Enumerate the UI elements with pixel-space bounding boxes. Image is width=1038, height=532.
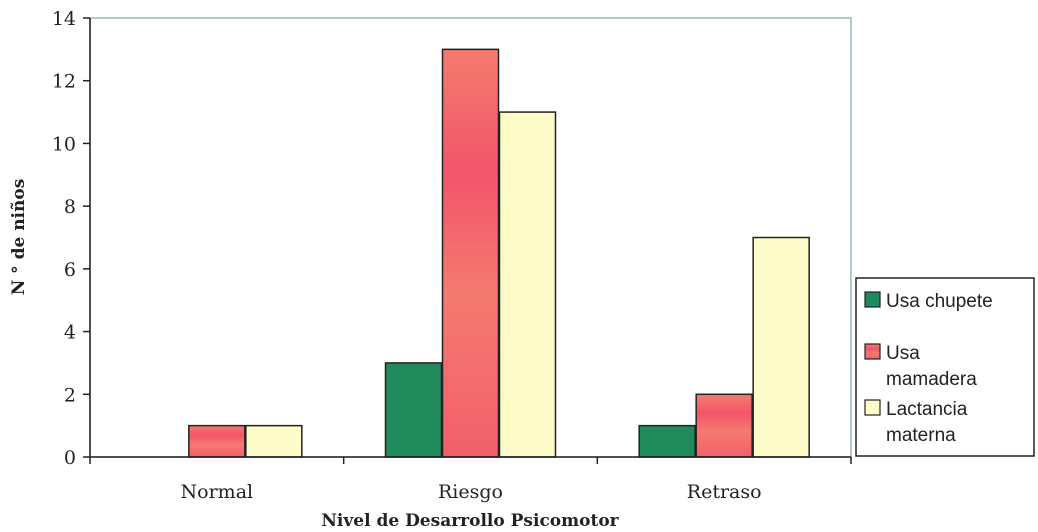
y-tick-label: 6	[64, 259, 76, 281]
y-tick-label: 14	[52, 8, 76, 30]
y-tick-label: 0	[64, 447, 76, 469]
y-tick-label: 10	[52, 133, 76, 155]
legend-label: materna	[886, 425, 956, 446]
y-tick-label: 4	[64, 322, 76, 344]
legend-swatch	[864, 291, 881, 308]
bar-usa-mamadera-normal	[188, 424, 246, 458]
x-ticks-group: Normal Riesgo Retraso	[89, 457, 852, 503]
legend-swatch	[864, 343, 881, 360]
y-tick-label: 12	[52, 71, 76, 93]
legend: Usa chupete Usa mamadera Lactancia materna	[855, 277, 1035, 457]
x-tick-label: Normal	[181, 481, 254, 503]
bar-lactancia-materna-normal	[245, 424, 303, 458]
y-axis-title: N ° de niños	[9, 179, 29, 296]
legend-label: Usa	[886, 343, 920, 364]
bar-lactancia-materna-riesgo	[498, 111, 557, 458]
bar-usa-mamadera-riesgo	[441, 48, 500, 458]
x-tick-label: Riesgo	[438, 481, 503, 503]
x-axis-title: Nivel de Desarrollo Psicomotor	[321, 511, 619, 531]
bar-lactancia-materna-retraso	[752, 236, 810, 458]
bar-usa-mamadera-retraso	[695, 393, 753, 458]
legend-box	[855, 277, 1035, 457]
y-tick-label: 2	[64, 384, 76, 406]
legend-label: Lactancia	[886, 399, 968, 420]
legend-swatch	[864, 399, 881, 416]
x-tick-label: Retraso	[687, 481, 762, 503]
y-tick-label: 8	[64, 196, 76, 218]
legend-label: Usa chupete	[886, 291, 993, 312]
legend-label: mamadera	[886, 369, 977, 390]
bar-usa-chupete-retraso	[638, 424, 696, 458]
y-ticks-group: 0 2 4 6 8 10 12 14	[52, 8, 90, 469]
bar-usa-chupete-riesgo	[384, 362, 443, 458]
